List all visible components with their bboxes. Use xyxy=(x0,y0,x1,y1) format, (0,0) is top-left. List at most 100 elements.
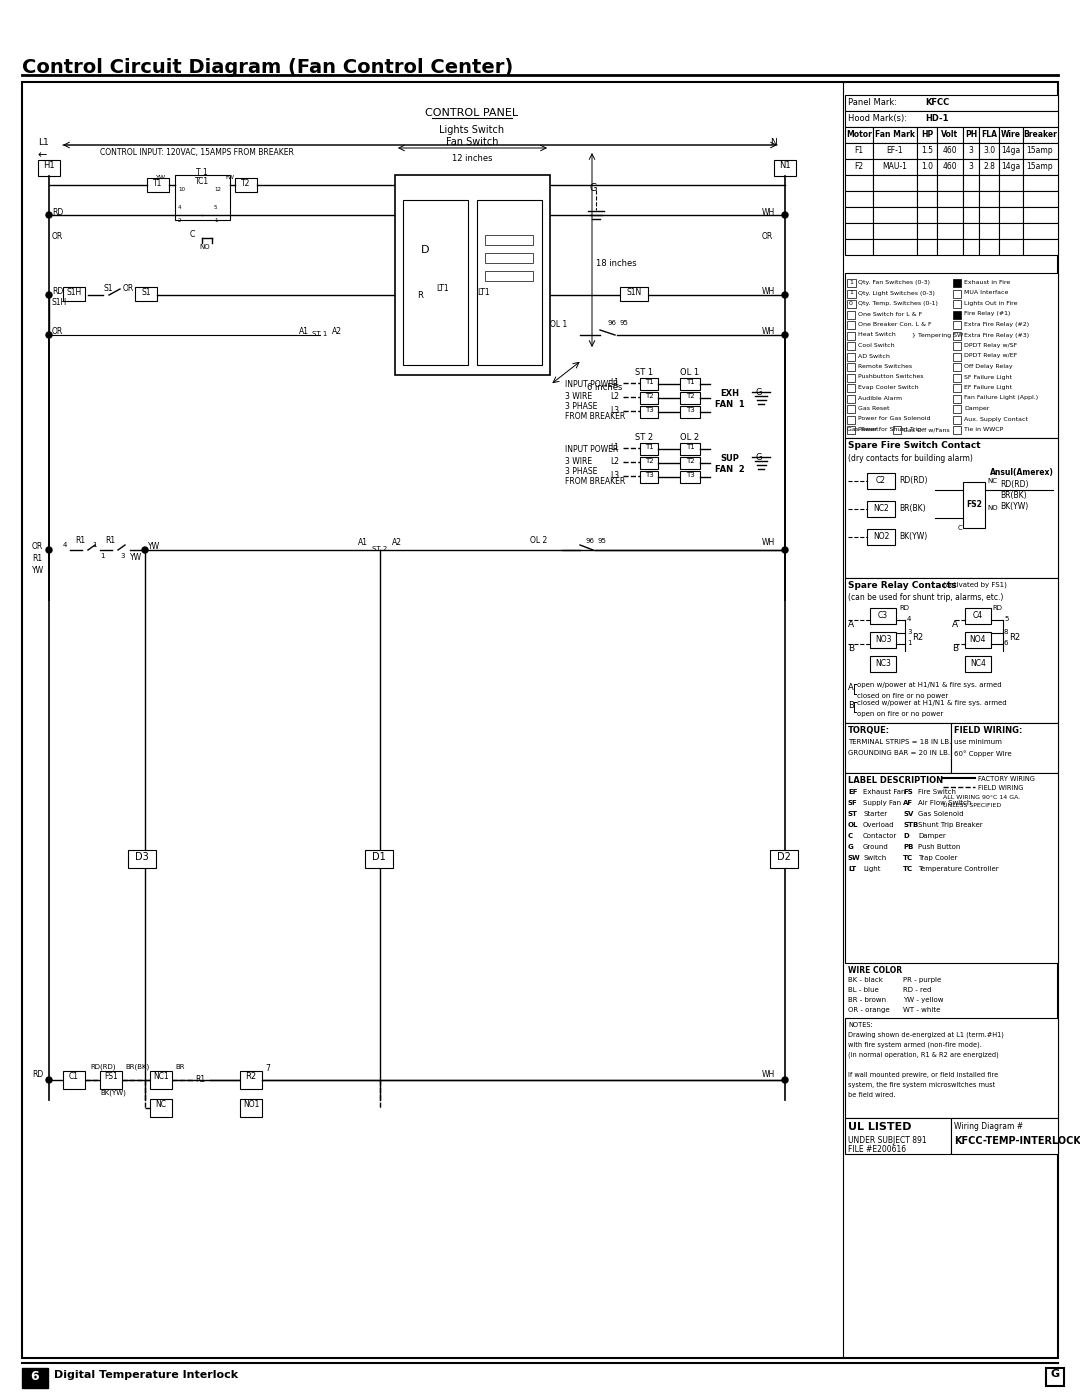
Text: EXH: EXH xyxy=(720,388,740,398)
Text: TC: TC xyxy=(903,855,913,861)
Bar xyxy=(867,474,895,489)
Text: LABEL DESCRIPTION: LABEL DESCRIPTION xyxy=(848,775,943,785)
Text: YW: YW xyxy=(156,175,166,180)
Bar xyxy=(845,191,873,207)
Text: Cool Switch: Cool Switch xyxy=(858,344,894,348)
Bar xyxy=(917,175,937,191)
Text: OR: OR xyxy=(52,327,64,337)
Text: UL LISTED: UL LISTED xyxy=(848,1122,912,1132)
Text: WH: WH xyxy=(762,1070,775,1078)
Text: BL - blue: BL - blue xyxy=(848,988,879,993)
Bar xyxy=(917,239,937,256)
Text: Tie in WWCP: Tie in WWCP xyxy=(964,427,1003,432)
Text: KFCC: KFCC xyxy=(924,98,949,108)
Bar xyxy=(917,191,937,207)
Text: FROM BREAKER: FROM BREAKER xyxy=(565,412,625,420)
Text: A1: A1 xyxy=(357,538,368,548)
Bar xyxy=(680,379,700,390)
Bar xyxy=(477,200,542,365)
Text: Fire Switch: Fire Switch xyxy=(918,789,956,795)
Text: UNLESS SPECIFIED: UNLESS SPECIFIED xyxy=(943,803,1001,807)
Bar xyxy=(680,407,700,418)
Bar xyxy=(150,1071,172,1090)
Text: NO1: NO1 xyxy=(243,1099,259,1109)
Text: L3: L3 xyxy=(610,407,619,415)
Bar xyxy=(845,724,951,773)
Bar xyxy=(845,207,873,224)
Text: system, the fire system microswitches must: system, the fire system microswitches mu… xyxy=(848,1083,996,1088)
Bar xyxy=(966,657,991,672)
Text: C4: C4 xyxy=(973,610,983,620)
Text: Overload: Overload xyxy=(863,821,894,828)
Text: T1: T1 xyxy=(686,379,694,386)
Text: Control Circuit Diagram (Fan Control Center): Control Circuit Diagram (Fan Control Cen… xyxy=(22,59,513,77)
Text: 15amp: 15amp xyxy=(1027,147,1053,155)
Bar xyxy=(847,300,856,307)
Bar xyxy=(845,224,873,239)
Bar xyxy=(953,300,961,307)
Bar xyxy=(963,142,978,159)
Bar xyxy=(937,142,963,159)
Bar xyxy=(963,207,978,224)
Bar xyxy=(847,394,855,402)
Text: NC1: NC1 xyxy=(153,1071,168,1081)
Bar xyxy=(680,393,700,404)
Text: T 1: T 1 xyxy=(197,168,207,177)
Text: T2: T2 xyxy=(645,458,653,464)
Text: BR - brown: BR - brown xyxy=(848,997,886,1003)
Text: NO: NO xyxy=(200,244,211,250)
Text: BK(YW): BK(YW) xyxy=(1000,502,1028,511)
Bar xyxy=(953,352,961,360)
Bar xyxy=(867,502,895,517)
Text: Power for Shunt Trip: Power for Shunt Trip xyxy=(858,427,921,432)
Text: WH: WH xyxy=(762,208,775,217)
Text: LT1: LT1 xyxy=(477,288,490,298)
Bar xyxy=(1047,1368,1064,1386)
Text: UNDER SUBJECT 891: UNDER SUBJECT 891 xyxy=(848,1136,927,1146)
Text: Push Button: Push Button xyxy=(918,844,960,849)
Text: RD: RD xyxy=(993,605,1002,610)
Text: G: G xyxy=(590,183,597,193)
Bar xyxy=(845,142,873,159)
Bar xyxy=(845,1018,1058,1118)
Text: 60° Copper Wire: 60° Copper Wire xyxy=(954,750,1012,757)
Bar xyxy=(847,384,855,393)
Bar xyxy=(978,239,999,256)
Text: L1: L1 xyxy=(610,379,619,387)
Text: 12 inches: 12 inches xyxy=(451,154,492,163)
Bar xyxy=(937,239,963,256)
Bar xyxy=(893,426,901,434)
Text: (dry contacts for building alarm): (dry contacts for building alarm) xyxy=(848,454,973,462)
Text: Breaker: Breaker xyxy=(1023,130,1057,138)
Text: WH: WH xyxy=(762,538,775,548)
Bar xyxy=(1023,127,1058,142)
Text: 3 WIRE: 3 WIRE xyxy=(565,457,592,467)
Text: If wall mounted prewire, or field installed fire: If wall mounted prewire, or field instal… xyxy=(848,1071,998,1078)
Text: PB: PB xyxy=(903,844,914,849)
Text: YW - yellow: YW - yellow xyxy=(903,997,944,1003)
Text: TC: TC xyxy=(903,866,913,872)
Bar xyxy=(147,177,168,191)
Text: 5: 5 xyxy=(1004,616,1009,622)
Bar xyxy=(953,279,961,286)
Text: D3: D3 xyxy=(135,852,149,862)
Bar xyxy=(1023,207,1058,224)
Circle shape xyxy=(782,212,788,218)
Circle shape xyxy=(782,548,788,553)
Text: FILE #E200616: FILE #E200616 xyxy=(848,1146,906,1154)
Text: 95: 95 xyxy=(598,538,607,543)
Text: Lights Switch: Lights Switch xyxy=(440,124,504,136)
Text: C: C xyxy=(958,525,962,531)
Text: SW: SW xyxy=(848,855,861,861)
Text: FAN  2: FAN 2 xyxy=(715,465,745,474)
Text: BK(YW): BK(YW) xyxy=(899,532,928,541)
Text: ST 2: ST 2 xyxy=(635,433,653,441)
Text: BR: BR xyxy=(175,1065,185,1070)
Bar xyxy=(845,1118,951,1154)
Text: 18 inches: 18 inches xyxy=(596,258,636,267)
Text: 1: 1 xyxy=(907,640,912,645)
Bar xyxy=(38,161,60,176)
Text: Wiring Diagram #: Wiring Diagram # xyxy=(954,1122,1023,1132)
Text: NO2: NO2 xyxy=(873,532,889,541)
Text: T2: T2 xyxy=(241,179,251,189)
